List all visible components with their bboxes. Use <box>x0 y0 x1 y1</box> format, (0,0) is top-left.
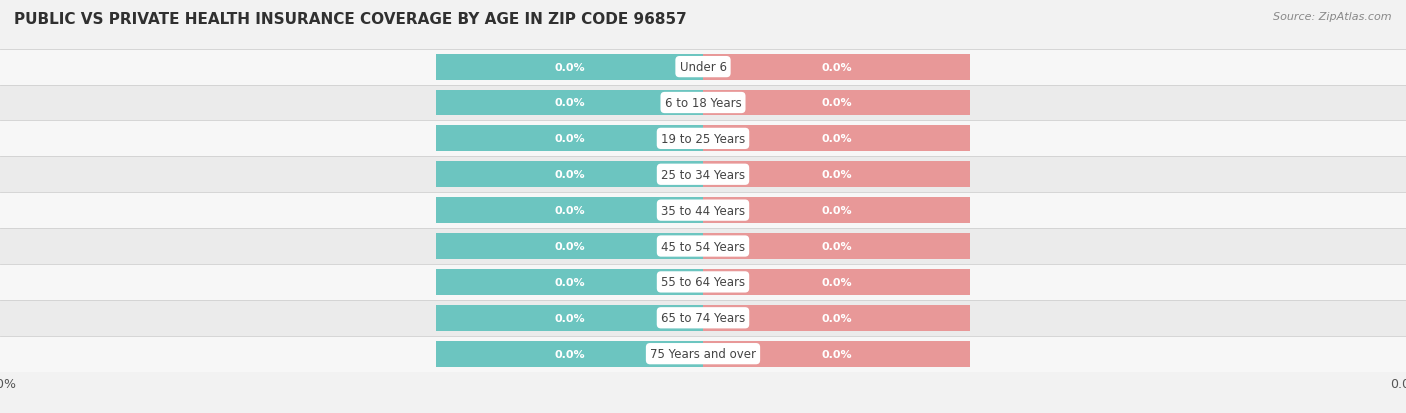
Text: 0.0%: 0.0% <box>821 206 852 216</box>
Text: 0.0%: 0.0% <box>554 134 585 144</box>
Bar <box>436 55 703 81</box>
Bar <box>436 233 703 259</box>
Bar <box>703 90 970 116</box>
Text: 0.0%: 0.0% <box>821 242 852 252</box>
Text: 0.0%: 0.0% <box>554 349 585 359</box>
Text: 6 to 18 Years: 6 to 18 Years <box>665 97 741 110</box>
Text: 0.0%: 0.0% <box>821 349 852 359</box>
Text: Source: ZipAtlas.com: Source: ZipAtlas.com <box>1274 12 1392 22</box>
Bar <box>0 300 1406 336</box>
Bar <box>0 264 1406 300</box>
Text: 0.0%: 0.0% <box>554 98 585 108</box>
Bar <box>436 305 703 331</box>
Bar <box>436 126 703 152</box>
Text: 0.0%: 0.0% <box>821 98 852 108</box>
Bar <box>0 121 1406 157</box>
Text: 0.0%: 0.0% <box>554 170 585 180</box>
Text: 65 to 74 Years: 65 to 74 Years <box>661 311 745 325</box>
Text: 0.0%: 0.0% <box>554 206 585 216</box>
Bar <box>703 305 970 331</box>
Text: 0.0%: 0.0% <box>821 313 852 323</box>
Bar <box>703 269 970 295</box>
Bar <box>436 341 703 367</box>
Text: 0.0%: 0.0% <box>554 62 585 72</box>
Bar <box>703 341 970 367</box>
Bar <box>0 193 1406 228</box>
Text: 0.0%: 0.0% <box>821 277 852 287</box>
Bar <box>703 55 970 81</box>
Bar <box>703 162 970 188</box>
Text: PUBLIC VS PRIVATE HEALTH INSURANCE COVERAGE BY AGE IN ZIP CODE 96857: PUBLIC VS PRIVATE HEALTH INSURANCE COVER… <box>14 12 686 27</box>
Bar <box>436 162 703 188</box>
Text: 19 to 25 Years: 19 to 25 Years <box>661 133 745 145</box>
Text: 0.0%: 0.0% <box>554 277 585 287</box>
Text: 0.0%: 0.0% <box>554 242 585 252</box>
Bar <box>436 90 703 116</box>
Bar <box>0 157 1406 193</box>
Text: 55 to 64 Years: 55 to 64 Years <box>661 276 745 289</box>
Bar <box>0 85 1406 121</box>
Bar <box>0 336 1406 372</box>
Text: Under 6: Under 6 <box>679 61 727 74</box>
Text: 75 Years and over: 75 Years and over <box>650 347 756 360</box>
Text: 0.0%: 0.0% <box>821 170 852 180</box>
Text: 0.0%: 0.0% <box>554 313 585 323</box>
Bar <box>0 50 1406 85</box>
Text: 25 to 34 Years: 25 to 34 Years <box>661 169 745 181</box>
Bar <box>436 198 703 223</box>
Bar <box>436 269 703 295</box>
Bar <box>0 228 1406 264</box>
Text: 35 to 44 Years: 35 to 44 Years <box>661 204 745 217</box>
Text: 0.0%: 0.0% <box>821 62 852 72</box>
Bar <box>703 198 970 223</box>
Bar <box>703 126 970 152</box>
Text: 0.0%: 0.0% <box>821 134 852 144</box>
Bar <box>703 233 970 259</box>
Text: 45 to 54 Years: 45 to 54 Years <box>661 240 745 253</box>
